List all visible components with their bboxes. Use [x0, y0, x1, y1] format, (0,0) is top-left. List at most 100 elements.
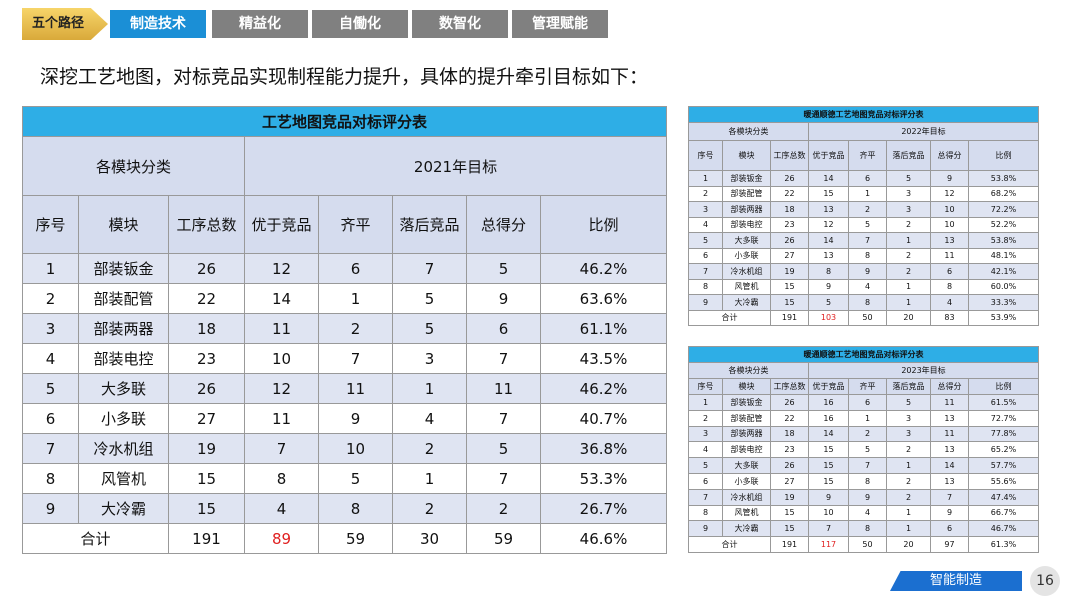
table-cell: 12 — [930, 185, 969, 202]
nav-tab[interactable]: 制造技术 — [110, 10, 206, 38]
table-cell: 5 — [688, 457, 723, 474]
table-cell: 8 — [930, 278, 969, 295]
table-cell: 9 — [808, 488, 849, 506]
table-cell: 2 — [886, 472, 931, 490]
table-cell: 15 — [770, 520, 809, 538]
table-cell: 8 — [688, 504, 723, 522]
table-cell: 22 — [770, 409, 809, 427]
table-cell: 2 — [22, 283, 79, 314]
table-cell: 1 — [848, 185, 887, 202]
table-cell: 15 — [808, 441, 849, 459]
table-cell: 13 — [808, 201, 849, 218]
table-cell: 2 — [848, 201, 887, 218]
table-cell: 4 — [688, 216, 723, 233]
table-cell: 9 — [848, 488, 887, 506]
table-cell: 冷水机组 — [78, 433, 169, 464]
table-cell: 61.1% — [539, 313, 668, 344]
table-cell: 52.2% — [968, 216, 1039, 233]
table-cell: 61.5% — [968, 394, 1039, 411]
table-cell: 6 — [688, 247, 723, 264]
nav-tab[interactable]: 精益化 — [212, 10, 308, 38]
table-cell: 15 — [168, 493, 245, 524]
table-cell: 7 — [392, 253, 467, 284]
total-cell: 50 — [848, 536, 887, 553]
table-cell: 4 — [244, 493, 319, 524]
table-cell: 65.2% — [968, 441, 1039, 459]
table-cell: 2 — [886, 247, 931, 264]
table-cell: 3 — [886, 425, 931, 443]
table-cell: 9 — [22, 493, 79, 524]
table-cell: 5 — [848, 441, 887, 459]
table-cell: 小多联 — [78, 403, 169, 434]
table-cell: 60.0% — [968, 278, 1039, 295]
table-title: 工艺地图竞品对标评分表 — [21, 106, 668, 137]
table-cell: 8 — [848, 472, 887, 490]
group-header: 各模块分类 — [688, 122, 809, 141]
table-cell: 2 — [886, 488, 931, 506]
table-cell: 53.8% — [968, 170, 1039, 187]
total-cell: 117 — [808, 536, 849, 553]
table-cell: 11 — [930, 425, 969, 443]
table-cell: 2 — [688, 185, 723, 202]
table-cell: 36.8% — [539, 433, 668, 464]
total-cell: 30 — [392, 523, 467, 554]
total-cell: 89 — [244, 523, 319, 554]
table-cell: 14 — [244, 283, 319, 314]
table-row: 工艺地图竞品对标评分表 — [21, 106, 668, 137]
table-row: 暖通顺德工艺地图竞品对标评分表 — [688, 346, 1039, 363]
table-cell: 13 — [930, 232, 969, 249]
table-row: 6 小多联 27 15 8 2 13 55.6% — [688, 472, 1039, 490]
total-cell: 20 — [886, 536, 931, 553]
table-row: 7 冷水机组 19 8 9 2 6 42.1% — [688, 263, 1039, 280]
table-cell: 14 — [808, 232, 849, 249]
table-cell: 部装两器 — [722, 425, 771, 443]
table-row: 2 部装配管 22 15 1 3 12 68.2% — [688, 185, 1039, 202]
table-cell: 12 — [808, 216, 849, 233]
table-cell: 72.2% — [968, 201, 1039, 218]
table-cell: 46.2% — [539, 373, 668, 404]
table-cell: 18 — [168, 313, 245, 344]
table-cell: 冷水机组 — [722, 488, 771, 506]
table-cell: 7 — [244, 433, 319, 464]
table-cell: 11 — [930, 247, 969, 264]
table-cell: 14 — [808, 170, 849, 187]
table-cell: 26.7% — [539, 493, 668, 524]
nav-tab[interactable]: 数智化 — [412, 10, 508, 38]
table-row: 5 大多联 26 15 7 1 14 57.7% — [688, 457, 1039, 474]
nav-tab[interactable]: 管理赋能 — [512, 10, 608, 38]
column-header: 落后竞品 — [392, 195, 467, 254]
column-header: 比例 — [539, 195, 668, 254]
table-cell: 4 — [688, 441, 723, 459]
table-cell: 19 — [770, 263, 809, 280]
column-header: 工序总数 — [770, 378, 809, 395]
table-row: 4 部装电控 23 15 5 2 13 65.2% — [688, 441, 1039, 459]
total-cell: 97 — [930, 536, 969, 553]
column-header: 总得分 — [930, 378, 969, 395]
table-cell: 7 — [848, 232, 887, 249]
table-cell: 11 — [466, 373, 541, 404]
table-cell: 2 — [886, 216, 931, 233]
table-cell: 5 — [392, 313, 467, 344]
nav-tab[interactable]: 自働化 — [312, 10, 408, 38]
table-cell: 1 — [886, 504, 931, 522]
table-cell: 1 — [392, 373, 467, 404]
table-cell: 8 — [688, 278, 723, 295]
group-header: 各模块分类 — [688, 362, 809, 379]
table-cell: 3 — [886, 201, 931, 218]
column-header: 序号 — [688, 140, 723, 171]
table-cell: 48.1% — [968, 247, 1039, 264]
column-header: 模块 — [78, 195, 169, 254]
column-header: 工序总数 — [168, 195, 245, 254]
table-row: 1 部装钣金 26 12 6 7 5 46.2% — [22, 253, 668, 284]
table-cell: 7 — [688, 488, 723, 506]
table-cell: 6 — [318, 253, 393, 284]
total-cell: 103 — [808, 309, 849, 326]
table-cell: 63.6% — [539, 283, 668, 314]
nav-label: 五个路径 — [22, 8, 108, 40]
column-header: 齐平 — [848, 378, 887, 395]
column-header: 落后竞品 — [886, 378, 931, 395]
table-cell: 66.7% — [968, 504, 1039, 522]
table-cell: 12 — [244, 253, 319, 284]
table-cell: 3 — [688, 425, 723, 443]
